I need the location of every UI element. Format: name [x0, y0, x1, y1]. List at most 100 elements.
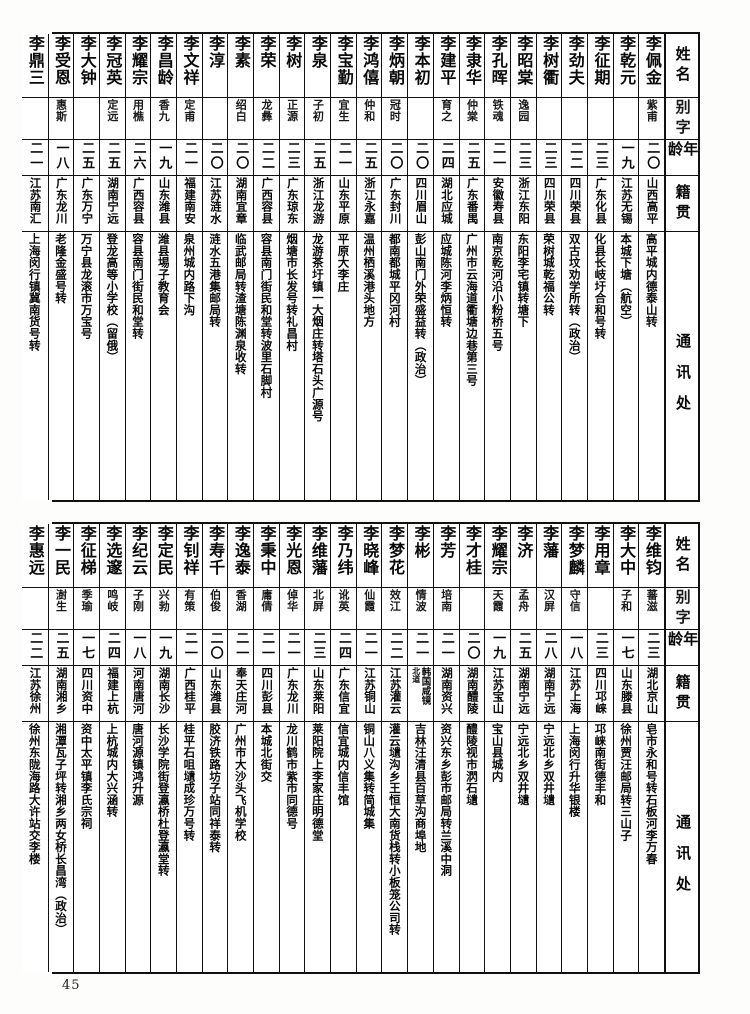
entry-age-text: 二一 [233, 631, 249, 661]
entry-addr-text: 湘潭瓦子坪转湘乡两女桥长昌湾（政治） [53, 723, 68, 936]
entry-alias [74, 98, 99, 140]
entry-name: 李昌龄 [151, 34, 176, 98]
entry-home-text: 江苏灌云 [388, 667, 403, 715]
entry-addr-text: 宁远北乡双井壝 [542, 723, 556, 806]
entry-alias-text: 铁魂 [491, 99, 505, 122]
entry-alias-text: 子刚 [131, 589, 145, 612]
entry-name: 李梦麟 [562, 524, 587, 588]
entry-name-text: 李大钟 [77, 35, 97, 86]
entry-addr-text: 唐河源镇鸿升源 [131, 723, 145, 806]
entry-addr-text: 胶济铁路坊子站同祥泰转 [208, 723, 223, 853]
entry-home: 江苏徐州 [21, 666, 48, 722]
entry-age: 一九 [613, 140, 639, 176]
entry-age-text: 二五 [464, 141, 480, 171]
entry-name: 李泉 [305, 34, 331, 98]
entry-addr-text: 徐州贾汪邮局转三山子 [619, 723, 634, 841]
entry-alias-text: 天霞 [491, 589, 505, 612]
entry-addr-text: 皂市永和号转石板河李万春 [644, 723, 659, 865]
entry-home: 四川彭县 [254, 666, 279, 722]
entry-name: 李隶华 [459, 34, 485, 98]
entry-name: 李才桂 [459, 524, 485, 588]
roster-entry: 李征期 二三 广东化县 化县长岐圩合和号转 [586, 34, 613, 500]
entry-addr-text: 化县长岐圩合和号转 [593, 233, 608, 340]
entry-alias: 香九 [151, 98, 176, 140]
entry-age: 二三 [587, 630, 613, 666]
header-label-addr: 通讯处 [673, 814, 692, 907]
entry-name-text: 李昭棠 [514, 35, 534, 86]
entry-alias: 子刚 [125, 588, 151, 630]
entry-addr: 东阳李宅镇转塘下 [511, 232, 536, 500]
entry-alias: 鸣岐 [99, 588, 125, 630]
entry-home-text: 江苏徐州 [28, 667, 43, 715]
roster-entry: 李梦麟 守信 一八 江苏上海 上海闵行升华银楼 [561, 524, 587, 972]
entry-name: 李征梯 [74, 524, 99, 588]
entry-age-text: 二〇 [387, 141, 403, 171]
entry-addr-text: 老隆金盛号转 [53, 233, 68, 304]
entry-home-text: 湖南长沙 [157, 667, 172, 715]
entry-home: 江苏宝山 [485, 666, 510, 722]
entry-home: 山东滕县 [613, 666, 639, 722]
entry-home-text: 湖南宁远 [106, 177, 121, 225]
entry-alias: 孟舟 [510, 588, 536, 630]
entry-age-text: 二一 [258, 631, 274, 661]
entry-home-text: 山东滕县 [619, 667, 634, 715]
entry-home: 四川荣县 [536, 176, 562, 232]
entry-age-text: 二三 [310, 631, 326, 661]
roster-entry: 李淳 二〇 江苏涟水 涟水五港集邮局转 [201, 34, 228, 500]
roster-entry: 李钊祥 有策 二一 广西桂平 桂平石咀壝成珍万号转 [175, 524, 202, 972]
entry-home-text: 江苏南汇 [28, 177, 43, 225]
entry-name-text: 李受恩 [52, 35, 71, 86]
entry-addr-text: 铜山八义集转简城集 [362, 723, 377, 830]
entry-alias: 仲棠 [459, 98, 485, 140]
entry-home-text: 奉天庄河 [234, 667, 249, 715]
entry-alias: 正源 [279, 98, 305, 140]
entry-name-text: 李佩金 [642, 35, 662, 86]
entry-age-text: 二〇 [464, 631, 480, 661]
entry-age-text: 一九 [618, 141, 634, 171]
entry-addr: 皂市永和号转石板河李万春 [639, 722, 664, 972]
entry-age: 二一 [21, 140, 48, 176]
entry-alias: 蕃滋 [639, 588, 664, 630]
entry-alias-text: 季瑜 [80, 589, 94, 612]
entry-name: 李大中 [613, 524, 639, 588]
roster-entry: 李建平 育之 二四 湖北应城 应城陈河李炳恒转 [432, 34, 459, 500]
entry-home: 广东万宁 [74, 176, 99, 232]
entry-home: 山东潍县 [202, 666, 228, 722]
entry-name: 李文祥 [176, 34, 202, 98]
entry-age-text: 一七 [79, 631, 95, 661]
roster-entry: 李芳 培南 二一 湖南资兴 资兴东乡彭市邮局转兰溪中洞 [432, 524, 459, 972]
entry-name: 李秉中 [254, 524, 279, 588]
entry-age-text: 二一 [181, 631, 197, 661]
entry-age-text: 二三 [284, 141, 300, 171]
entry-name-text: 李惠远 [25, 525, 45, 576]
column-headers: 姓名 别字 年龄 籍贯 通讯处 [664, 524, 698, 972]
entry-name-text: 李建平 [437, 35, 457, 86]
entry-name-text: 李钊祥 [180, 525, 200, 576]
entry-name-text: 李本初 [411, 35, 431, 86]
entry-alias: 子和 [613, 588, 639, 630]
entry-home-text: 江苏涟水 [208, 177, 223, 225]
entry-addr-text: 龙游茶圩镇一大烟庄转塔石头广源号 [310, 233, 325, 422]
entry-home: 广东信宜 [331, 666, 356, 722]
entry-age: 二五 [305, 140, 331, 176]
roster-entry: 李才桂 二〇 湖南醴陵 醴陵视市㴸石壝 [458, 524, 485, 972]
entry-alias: 效江 [382, 588, 408, 630]
entry-home-text: 福建南安 [183, 177, 198, 225]
entry-home: 湖南资兴 [433, 666, 459, 722]
entry-name-text: 李晓峰 [360, 525, 380, 576]
entry-addr: 徐州贾汪邮局转三山子 [614, 722, 639, 972]
entry-name: 李晓峰 [356, 524, 382, 588]
entry-age: 一八 [562, 630, 587, 666]
entry-addr: 宁远北乡双井壝 [511, 722, 536, 972]
entry-name-text: 李秉中 [257, 525, 277, 576]
entry-home-minor: 北道 [411, 667, 421, 683]
entry-alias-text: 仲和 [362, 99, 376, 122]
entry-name-text: 李宝勤 [334, 35, 354, 86]
entry-addr-text: 资中太平镇李氏宗祠 [79, 723, 94, 830]
entry-name: 李用章 [587, 524, 613, 588]
entry-age-text: 二二 [258, 141, 274, 171]
entry-home-text: 福建上杭 [106, 667, 121, 715]
entry-home-text: 广东万宁 [80, 177, 95, 225]
entry-home-text: 四川资中 [80, 667, 95, 715]
entry-alias-text: 育之 [439, 99, 453, 122]
